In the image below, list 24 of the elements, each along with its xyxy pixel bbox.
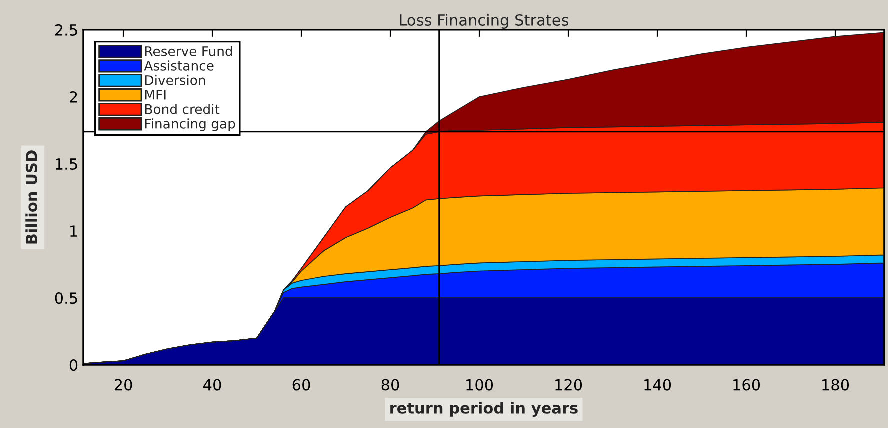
x-axis-title: return period in years [390, 402, 578, 417]
y-tick-label: 2.5 [55, 24, 78, 36]
legend-label: MFI [145, 90, 166, 100]
x-tick-label: 180 [822, 379, 850, 391]
x-tick-label: 40 [204, 379, 222, 391]
x-tick-label: 80 [382, 379, 400, 391]
legend-label: Reserve Fund [145, 46, 232, 56]
legend-label: Diversion [145, 75, 206, 86]
y-axis-title: Billion USD [26, 150, 38, 244]
legend-label: Financing gap [145, 118, 236, 132]
legend-label: Assistance [144, 60, 214, 71]
x-tick-label: 20 [114, 379, 132, 391]
legend-label: Bond credit [145, 104, 220, 114]
y-tick-label: 1.5 [56, 158, 78, 170]
y-tick-label: 2 [70, 91, 78, 103]
y-tick-label: 0 [70, 360, 78, 372]
x-tick-label: 60 [292, 379, 310, 391]
x-tick-label: 140 [644, 379, 672, 391]
x-tick-label: 120 [556, 379, 582, 391]
x-tick-label: 100 [466, 379, 494, 391]
y-tick-label: 1 [70, 226, 78, 237]
x-tick-label: 160 [734, 379, 760, 391]
chart-title: Loss Financing Strates [400, 14, 569, 29]
y-tick-label: 0.5 [55, 292, 78, 304]
